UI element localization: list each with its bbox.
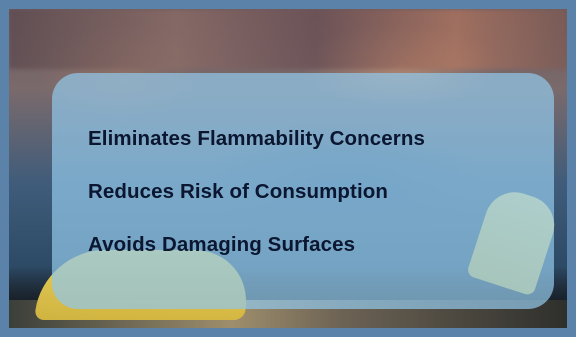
benefit-item-consumption: Reduces Risk of Consumption [88, 180, 388, 203]
benefit-item-flammability: Eliminates Flammability Concerns [88, 127, 425, 150]
background-wall [9, 9, 567, 69]
benefit-item-surfaces: Avoids Damaging Surfaces [88, 233, 356, 256]
benefits-panel: Eliminates Flammability Concerns Reduces… [52, 73, 554, 309]
